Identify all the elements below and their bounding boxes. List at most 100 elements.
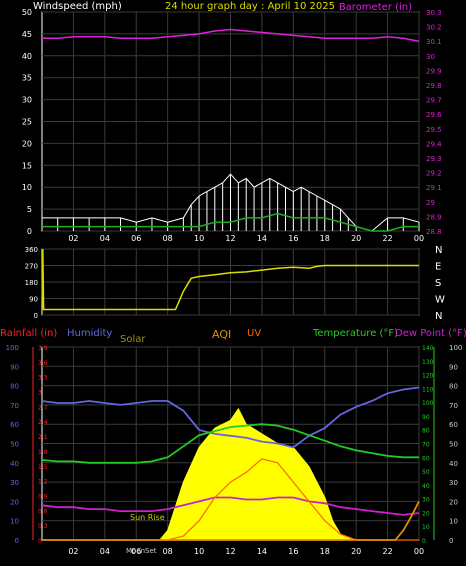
direction-series <box>41 248 419 311</box>
barometer-tick-label: 30.2 <box>426 24 442 32</box>
weather-x-tick-label: 18 <box>320 547 330 556</box>
barometer-tick-label: 29.5 <box>426 126 442 134</box>
humidity-tick-label: 0 <box>15 537 19 545</box>
direction-tick-label: 270 <box>25 263 38 271</box>
rain-tick-label: 3.9 <box>38 345 48 352</box>
temp-tick-label: 110 <box>422 386 434 393</box>
rain-tick-label: 1.2 <box>38 479 48 486</box>
weather-x-tick-label: 08 <box>163 547 173 556</box>
chart-title: 24 hour graph day : April 10 2025 <box>165 1 335 12</box>
compass-label: E <box>435 262 441 273</box>
wind-tick-label: 35 <box>22 74 32 83</box>
direction-tick-label: 180 <box>25 279 38 287</box>
wind-x-tick-label: 12 <box>225 234 235 243</box>
weather-x-tick-label: 02 <box>68 547 78 556</box>
barometer-tick-label: 28.8 <box>426 228 442 236</box>
temp-tick-label: 140 <box>422 345 434 352</box>
moonset-annotation: MoonSet <box>126 547 157 555</box>
wind-x-tick-label: 20 <box>351 234 361 243</box>
windspeed-axis-title: Windspeed (mph) <box>33 1 122 12</box>
rain-tick-label: 3.3 <box>38 375 48 382</box>
wind-x-tick-label: 16 <box>288 234 298 243</box>
axis-labels: 0510152025303540455028.828.92929.129.229… <box>6 8 463 556</box>
weather-x-tick-label: 22 <box>382 547 392 556</box>
direction-line <box>41 248 419 311</box>
wind-tick-label: 30 <box>22 96 32 105</box>
solar-legend: Solar <box>120 334 146 345</box>
dewpoint-tick-label: 0 <box>449 537 453 545</box>
humidity-tick-label: 70 <box>10 402 19 410</box>
dewpoint-tick-label: 80 <box>449 383 458 391</box>
direction-tick-label: 90 <box>29 296 38 304</box>
humidity-line <box>41 386 420 449</box>
barometer-tick-label: 29.3 <box>426 155 442 163</box>
temp-tick-label: 120 <box>422 373 434 380</box>
temperature-line <box>41 423 419 464</box>
wind-tick-label: 40 <box>22 52 32 61</box>
wind-x-tick-label: 22 <box>382 234 392 243</box>
weather-x-tick-label: 00 <box>414 547 424 556</box>
wind-x-tick-label: 08 <box>163 234 173 243</box>
barometer-tick-label: 29.8 <box>426 82 442 90</box>
rain-tick-label: 3.6 <box>38 360 48 367</box>
temp-tick-label: 0 <box>422 538 426 545</box>
rain-tick-label: 1.8 <box>38 449 48 456</box>
weather-x-tick-label: 14 <box>257 547 267 556</box>
humidity-tick-label: 60 <box>10 421 19 429</box>
wind-x-tick-label: 18 <box>320 234 330 243</box>
temperature-legend: Temperature (°F) <box>312 328 398 339</box>
dewpoint-tick-label: 10 <box>449 518 458 526</box>
rain-tick-label: 2.4 <box>38 419 48 426</box>
dewpoint-legend: Dew Point (°F) <box>395 328 466 339</box>
rain-tick-label: 0.3 <box>38 523 48 530</box>
wind-tick-label: 15 <box>22 161 32 170</box>
humidity-tick-label: 30 <box>10 479 19 487</box>
wind-tick-label: 5 <box>27 205 32 214</box>
barometer-tick-label: 29.6 <box>426 111 442 119</box>
dewpoint-line <box>41 496 420 516</box>
dewpoint-tick-label: 40 <box>449 460 458 468</box>
barometer-tick-label: 30.3 <box>426 9 442 17</box>
rain-tick-label: 0.6 <box>38 508 48 515</box>
aqi-legend: AQI <box>212 328 231 341</box>
direction-grid <box>42 248 420 316</box>
barometer-tick-label: 28.9 <box>426 213 442 221</box>
gust-line <box>42 173 420 232</box>
barometer-axis-title: Barometer (in) <box>339 2 412 13</box>
temp-tick-label: 40 <box>422 483 430 490</box>
temp-tick-label: 60 <box>422 455 430 462</box>
wind-grid <box>42 11 420 232</box>
rain-tick-label: 3 <box>38 390 42 397</box>
dewpoint-tick-label: 30 <box>449 479 458 487</box>
temp-tick-label: 10 <box>422 524 430 531</box>
wind-x-tick-label: 06 <box>131 234 141 243</box>
rain-tick-label: 0 <box>38 538 42 545</box>
dewpoint-tick-label: 100 <box>449 344 462 352</box>
temp-tick-label: 90 <box>422 414 430 421</box>
weather-x-tick-label: 20 <box>351 547 361 556</box>
temp-tick-label: 100 <box>422 400 434 407</box>
temp-tick-label: 80 <box>422 428 430 435</box>
temp-tick-label: 30 <box>422 497 430 504</box>
temp-tick-label: 70 <box>422 442 430 449</box>
direction-tick-label: 360 <box>25 246 38 254</box>
compass-label: S <box>435 278 441 289</box>
barometer-tick-label: 30.1 <box>426 38 442 46</box>
weather-x-tick-label: 04 <box>100 547 110 556</box>
dewpoint-tick-label: 70 <box>449 402 458 410</box>
barometer-tick-label: 30 <box>426 53 435 61</box>
compass-label: N <box>435 311 442 322</box>
sunrise-annotation: Sun Rise <box>130 513 165 522</box>
barometer-line <box>42 28 420 42</box>
wind-series <box>41 28 420 232</box>
wind-x-tick-label: 00 <box>414 234 424 243</box>
wind-tick-label: 50 <box>22 8 32 17</box>
direction-tick-label: 0 <box>34 312 38 320</box>
rain-tick-label: 2.1 <box>38 434 48 441</box>
wind-x-tick-label: 04 <box>100 234 110 243</box>
humidity-tick-label: 90 <box>10 363 19 371</box>
avg-wind-line <box>42 212 419 232</box>
wind-tick-label: 20 <box>22 139 32 148</box>
wind-x-tick-label: 14 <box>257 234 267 243</box>
